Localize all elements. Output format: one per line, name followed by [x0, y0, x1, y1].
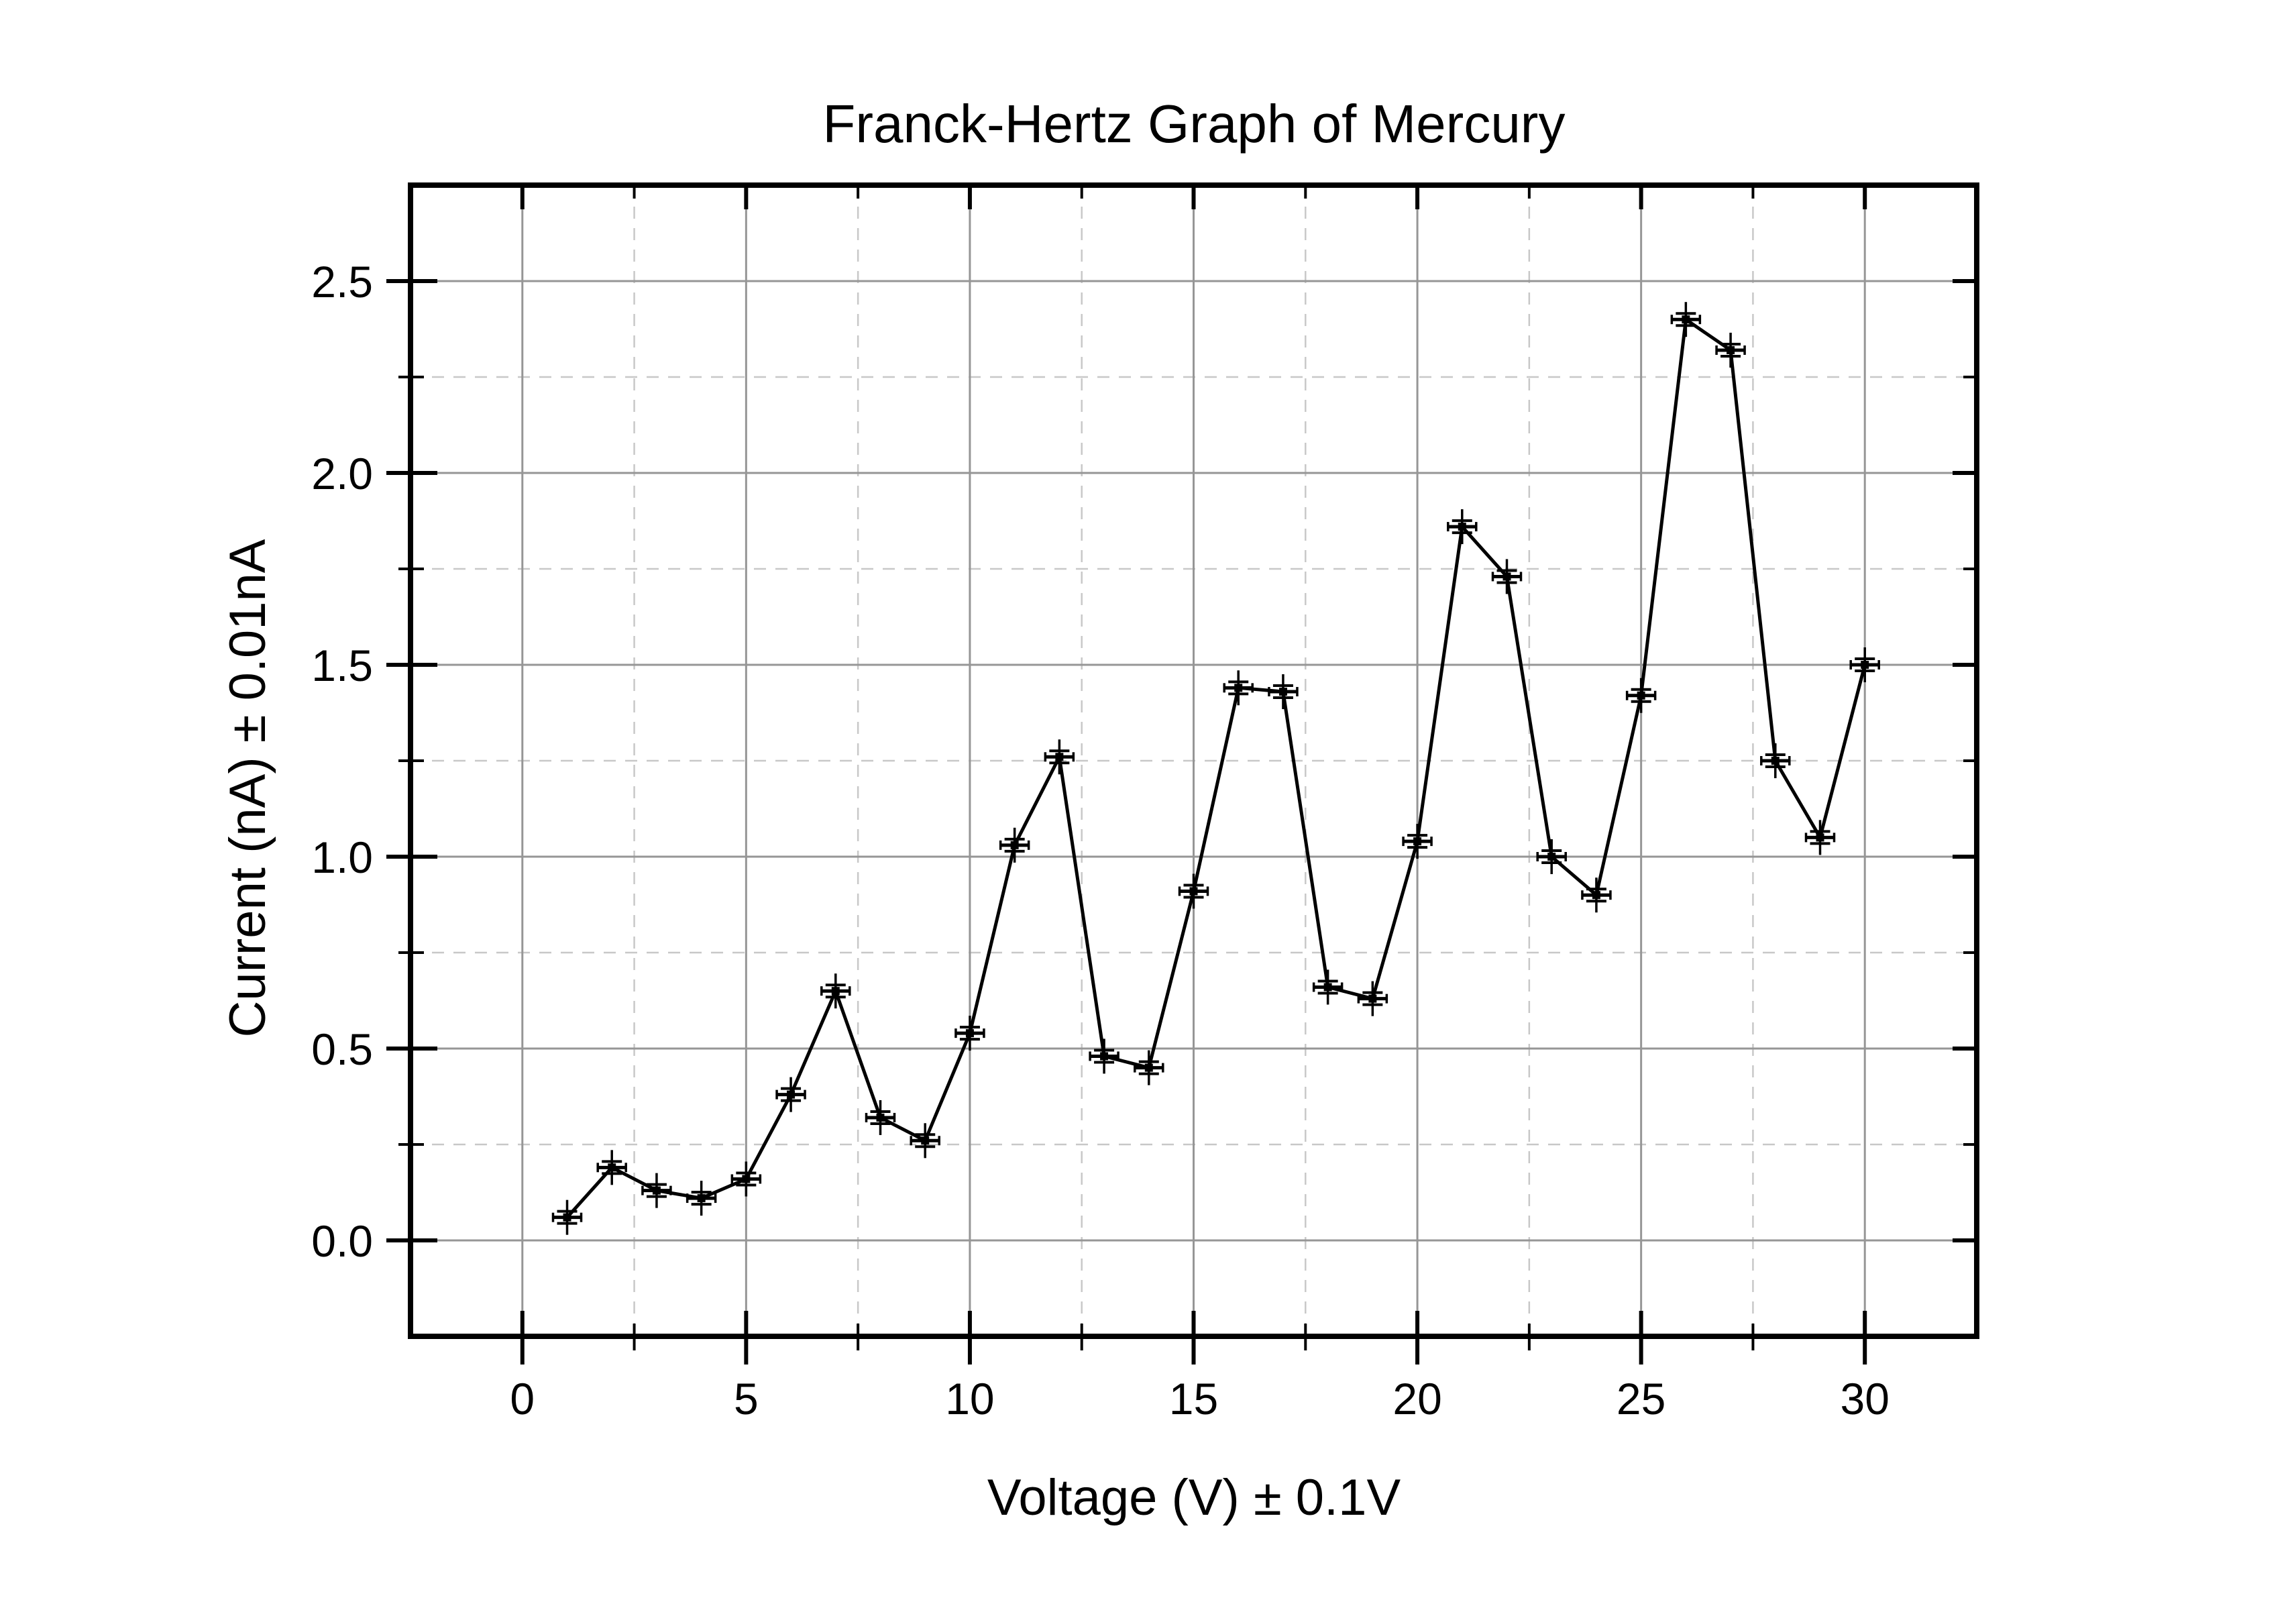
data-point	[1357, 981, 1388, 1016]
marker-square	[1816, 833, 1824, 842]
marker-square	[652, 1186, 661, 1195]
y-axis-label: Current (nA) ± 0.01nA	[219, 539, 276, 1037]
marker-square	[1144, 1063, 1153, 1072]
data-point	[1089, 1038, 1119, 1074]
data-point	[1402, 824, 1433, 859]
data-point	[1491, 559, 1523, 594]
data-point	[999, 827, 1030, 863]
marker-square	[1458, 523, 1466, 531]
data-point	[1178, 873, 1209, 909]
data-point	[1044, 739, 1075, 775]
marker-square	[1234, 684, 1243, 692]
data-point	[1268, 674, 1299, 710]
y-tick-label: 1.0	[311, 833, 373, 882]
data-series	[551, 302, 1880, 1235]
x-tick-label: 10	[945, 1374, 994, 1424]
x-tick-label: 25	[1617, 1374, 1665, 1424]
marker-square	[1592, 891, 1600, 900]
data-point	[1581, 877, 1612, 913]
y-tick-label: 1.5	[311, 641, 373, 690]
x-tick-label: 20	[1392, 1374, 1441, 1424]
marker-square	[1502, 572, 1511, 581]
marker-square	[876, 1113, 885, 1122]
tick-labels: 0 5 10 15 20 25 30 0.0 0.5 1.0 1.5 2.0 2.5	[311, 257, 1890, 1424]
marker-square	[697, 1194, 706, 1203]
data-point	[641, 1173, 672, 1208]
marker-square	[1323, 983, 1332, 992]
marker-square	[1100, 1052, 1109, 1061]
marker-square	[1278, 688, 1287, 696]
marker-square	[1637, 691, 1645, 700]
x-tick-label: 5	[734, 1374, 759, 1424]
data-point	[730, 1161, 762, 1197]
data-point	[1715, 332, 1746, 368]
chart-title: Franck-Hertz Graph of Mercury	[823, 94, 1566, 154]
data-point	[1849, 647, 1880, 682]
marker-square	[921, 1136, 930, 1145]
x-tick-label: 0	[510, 1374, 535, 1424]
data-point	[910, 1123, 940, 1159]
marker-square	[1368, 994, 1377, 1003]
data-point	[1625, 678, 1657, 713]
series-line	[565, 317, 1867, 1220]
x-axis-label: Voltage (V) ± 0.1V	[987, 1469, 1401, 1526]
marker-square	[608, 1163, 616, 1172]
data-point	[1804, 820, 1836, 855]
y-tick-label: 2.5	[311, 257, 373, 307]
data-point	[686, 1181, 717, 1216]
y-tick-label: 2.0	[311, 449, 373, 498]
major-gridlines	[411, 185, 1977, 1336]
marker-square	[787, 1090, 796, 1099]
data-point	[1536, 839, 1567, 874]
marker-square	[831, 987, 840, 996]
y-tick-label: 0.0	[311, 1216, 373, 1266]
marker-square	[1055, 753, 1064, 761]
x-tick-label: 30	[1841, 1374, 1890, 1424]
marker-square	[1771, 757, 1780, 765]
axis-ticks	[386, 185, 1977, 1365]
data-point	[1134, 1050, 1164, 1085]
marker-square	[742, 1175, 751, 1183]
data-point	[820, 973, 851, 1009]
data-point	[775, 1077, 806, 1112]
data-point	[1223, 670, 1254, 706]
marker-square	[1189, 887, 1198, 896]
data-point	[551, 1199, 583, 1235]
marker-square	[1010, 841, 1019, 849]
marker-square	[1861, 661, 1869, 669]
marker-square	[1727, 345, 1735, 354]
data-point	[1760, 743, 1791, 778]
marker-square	[1682, 315, 1690, 324]
x-tick-label: 15	[1169, 1374, 1218, 1424]
marker-square	[1547, 853, 1556, 861]
marker-square	[563, 1213, 571, 1222]
data-point	[865, 1100, 896, 1135]
marker-square	[965, 1029, 974, 1038]
data-point	[954, 1016, 985, 1051]
marker-square	[1413, 837, 1422, 846]
data-point	[596, 1150, 627, 1185]
data-point	[1312, 969, 1344, 1005]
data-point	[1670, 302, 1702, 337]
data-point	[1447, 509, 1478, 545]
y-tick-label: 0.5	[311, 1024, 373, 1074]
